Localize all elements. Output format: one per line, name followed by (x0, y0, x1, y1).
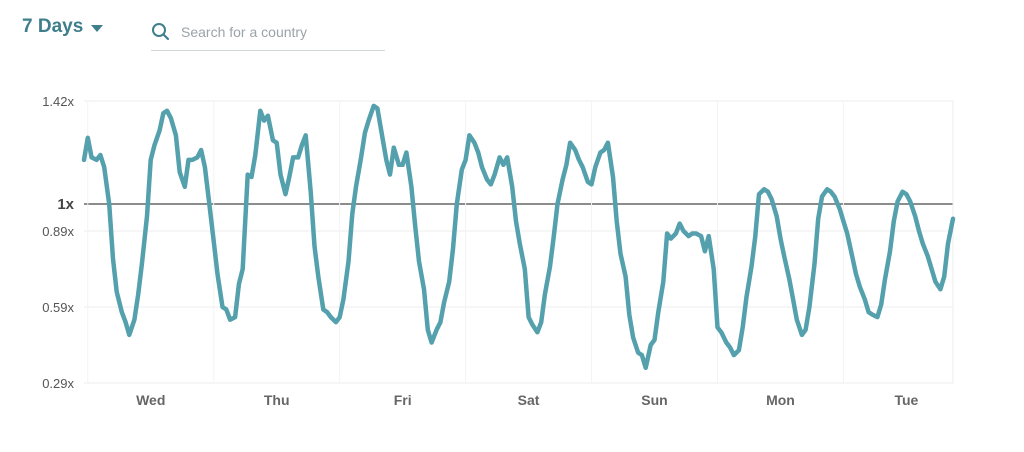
series-layer (81, 103, 956, 371)
x-axis-ticks: Wed Thu Fri Sat Sun Mon Tue (136, 392, 918, 408)
y-axis-ticks: 0.29x 0.59x 0.89x 1x 1.42x (42, 94, 74, 391)
y-tick-label: 1x (57, 196, 74, 213)
y-tick-label: 1.42x (42, 94, 74, 109)
x-tick-label: Sat (518, 392, 540, 408)
caret-down-icon (91, 24, 104, 32)
search-input[interactable] (181, 24, 371, 40)
time-range-dropdown[interactable]: 7 Days (22, 16, 104, 38)
time-range-label: 7 Days (22, 16, 84, 37)
y-tick-label: 0.89x (42, 224, 74, 239)
y-tick-label: 0.59x (42, 300, 74, 315)
search-icon (152, 23, 170, 41)
x-tick-label: Tue (894, 392, 918, 408)
x-tick-label: Wed (136, 392, 165, 408)
x-tick-label: Thu (264, 392, 290, 408)
x-tick-label: Mon (766, 392, 795, 408)
y-tick-label: 0.29x (42, 376, 74, 391)
series-line (81, 103, 956, 371)
x-tick-label: Sun (641, 392, 667, 408)
x-tick-label: Fri (394, 392, 412, 408)
country-search[interactable] (151, 14, 385, 51)
